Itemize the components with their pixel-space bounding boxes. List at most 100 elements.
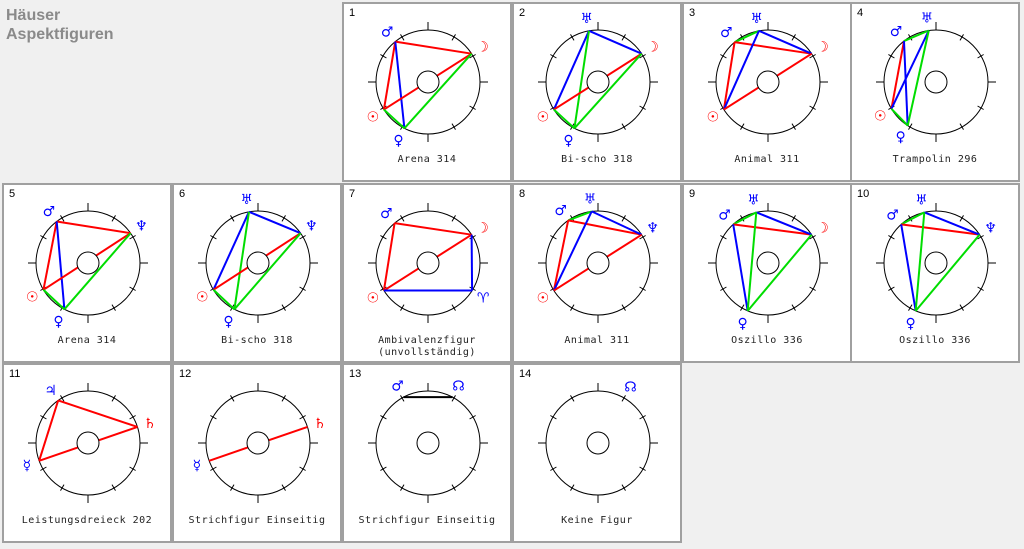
house-tick	[639, 415, 646, 420]
aspect-line-red	[57, 399, 138, 428]
center-circle	[756, 251, 780, 275]
aspect-wheel: ♂ ☊	[368, 379, 488, 503]
house-tick	[129, 235, 136, 240]
house-tick	[621, 215, 626, 222]
center-circle	[586, 70, 610, 94]
house-tick	[550, 54, 557, 59]
aspect-figure-cell[interactable]: 7 ♂ ☽ ☉ ♈ Ambivalenzfigur (unvollständig)	[342, 183, 512, 363]
aspect-figure-cell[interactable]: 1 ♂ ☽ ☉ ♀ Arena 314	[342, 2, 512, 182]
aspect-line-green	[746, 212, 758, 311]
house-tick	[299, 415, 306, 420]
house-tick	[809, 286, 816, 291]
aspect-wheel: ♃ ♄ ☿	[23, 383, 156, 503]
aspect-line-blue	[755, 211, 812, 236]
aspect-line-blue	[900, 224, 917, 312]
aspect-figure-cell[interactable]: 4 ♂ ♅ ☉ ♀ Trampolin 296	[850, 2, 1020, 182]
house-tick	[230, 395, 235, 402]
house-tick	[40, 466, 47, 471]
house-tick	[570, 395, 575, 402]
mars-icon: ♂	[380, 206, 393, 222]
house-tick	[400, 395, 405, 402]
cell-number: 8	[519, 188, 526, 200]
cell-number: 5	[9, 188, 16, 200]
aspect-line-red	[382, 223, 396, 291]
uranus-icon: ♅	[580, 11, 593, 27]
house-tick	[129, 415, 136, 420]
moon-icon: ☽	[476, 221, 489, 237]
figure-label: Arena 314	[57, 335, 117, 346]
sun-icon: ☉	[367, 290, 380, 306]
house-tick	[740, 123, 745, 130]
house-tick	[281, 215, 286, 222]
house-tick	[469, 466, 476, 471]
sun-icon: ☉	[196, 289, 209, 305]
aspect-line-green	[233, 232, 302, 310]
house-tick	[230, 484, 235, 491]
aspect-wheel: ♅ ♆ ☉ ♀	[196, 192, 318, 330]
figure-label: Bi-scho 318	[561, 154, 633, 165]
house-tick	[639, 235, 646, 240]
aspect-line-green	[42, 289, 66, 311]
cell-number: 4	[857, 7, 864, 19]
aspect-figure-cell[interactable]: 3 ♂ ♅ ☽ ☉ Animal 311	[682, 2, 852, 182]
aspect-figure-cell[interactable]: 5 ♂ ♆ ☉ ♀ Arena 314	[2, 183, 172, 363]
house-tick	[40, 415, 47, 420]
house-tick	[621, 123, 626, 130]
aspect-figure-cell[interactable]: 13 ♂ ☊ Strichfigur Einseitig	[342, 363, 512, 543]
aspect-line-blue	[552, 30, 590, 110]
house-tick	[621, 304, 626, 311]
aspect-line-red	[38, 400, 60, 462]
house-tick	[451, 34, 456, 41]
cell-number: 9	[689, 188, 696, 200]
aspect-line-green	[573, 53, 643, 130]
aspect-line-red	[552, 220, 570, 291]
center-circle	[586, 251, 610, 275]
house-tick	[639, 286, 646, 291]
cell-number: 7	[349, 188, 356, 200]
house-tick	[621, 34, 626, 41]
aspect-line-green	[553, 108, 576, 130]
house-tick	[111, 215, 116, 222]
aspect-figure-cell[interactable]: 9 ♂ ♅ ☽ ♀ Oszillo 336	[682, 183, 852, 363]
aspect-figure-cell[interactable]: 10 ♂ ♅ ♆ ♀ Oszillo 336	[850, 183, 1020, 363]
house-tick	[281, 484, 286, 491]
house-tick	[720, 235, 727, 240]
aspect-figure-cell[interactable]: 2 ♅ ☽ ☉ ♀ Bi-scho 318	[512, 2, 682, 182]
center-circle	[76, 251, 100, 275]
moon-icon: ☽	[816, 221, 829, 237]
uranus-icon: ♅	[240, 192, 253, 208]
aspect-figure-cell[interactable]: 8 ♂ ♅ ♆ ☉ Animal 311	[512, 183, 682, 363]
aspect-wheel: ♂ ♅ ☽ ☉	[707, 11, 829, 142]
house-tick	[791, 123, 796, 130]
house-tick	[299, 286, 306, 291]
house-tick	[111, 304, 116, 311]
venus-icon: ♀	[737, 316, 747, 332]
venus-icon: ♀	[563, 133, 573, 149]
aspect-figure-cell[interactable]: 14 ☊ Keine Figur	[512, 363, 682, 543]
aspect-line-blue	[588, 29, 643, 55]
aspect-line-blue	[732, 224, 749, 312]
house-tick	[977, 105, 984, 110]
house-tick	[380, 235, 387, 240]
aspect-line-green	[734, 29, 760, 44]
figure-label: Leistungsdreieck 202	[21, 515, 153, 526]
house-tick	[451, 304, 456, 311]
aspect-wheel: ♄☿	[193, 383, 326, 503]
uranus-icon: ♅	[921, 11, 934, 27]
mars-icon: ♂	[890, 24, 903, 40]
aspect-figure-cell[interactable]: 11 ♃ ♄ ☿ Leistungsdreieck 202	[2, 363, 172, 543]
aspect-line-red	[734, 41, 812, 55]
house-tick	[639, 54, 646, 59]
aspect-figure-cell[interactable]: 6 ♅ ♆ ☉ ♀ Bi-scho 318	[172, 183, 342, 363]
aspect-line-green	[212, 289, 236, 311]
house-tick	[299, 235, 306, 240]
house-tick	[469, 105, 476, 110]
aspect-figure-cell[interactable]: 12 ♄ ☿ Strichfigur Einseitig	[172, 363, 342, 543]
aspect-wheel: ☊	[538, 380, 658, 503]
house-tick	[380, 415, 387, 420]
house-tick	[210, 466, 217, 471]
house-tick	[977, 286, 984, 291]
mercury-icon: ☿	[193, 458, 202, 474]
sun-icon: ☉	[26, 289, 39, 305]
house-tick	[570, 34, 575, 41]
